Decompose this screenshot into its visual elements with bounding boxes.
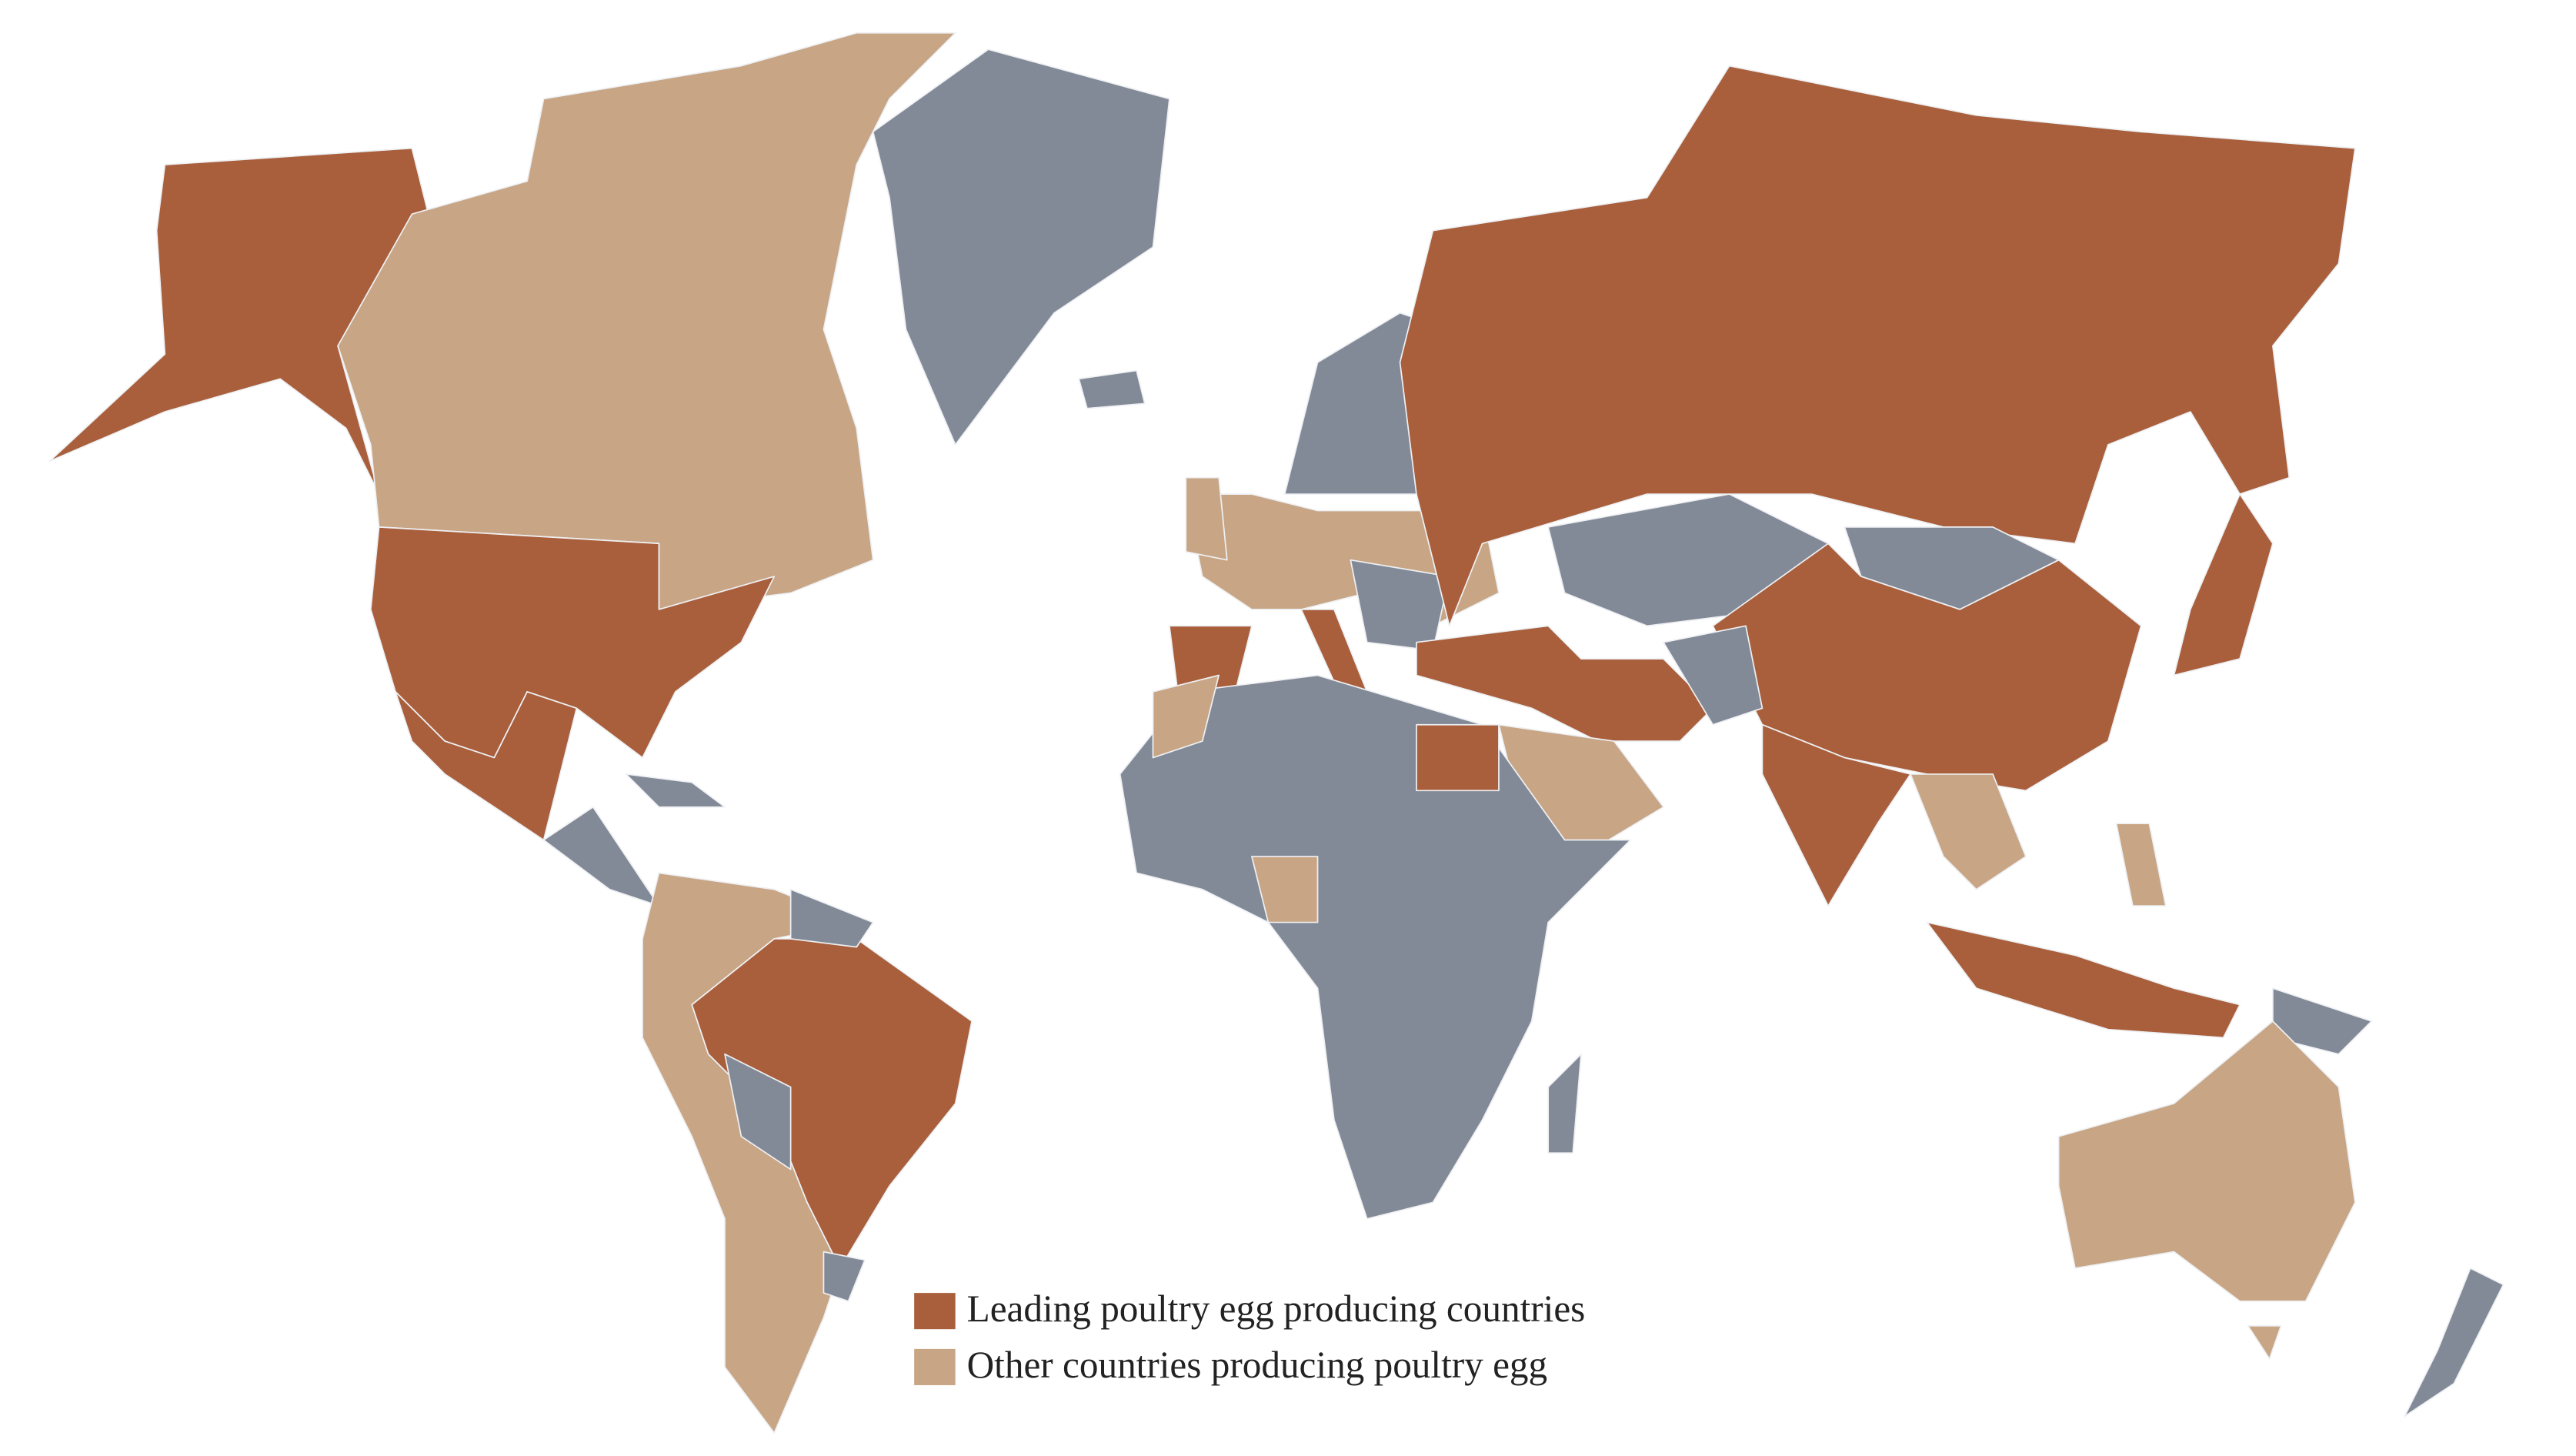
philippines (2115, 823, 2167, 907)
southeast-asia (1910, 773, 2027, 890)
greenland (872, 48, 1170, 446)
mexico (395, 691, 578, 841)
uruguay (823, 1251, 866, 1302)
madagascar (1547, 1053, 1582, 1154)
caribbean (625, 773, 726, 808)
balkans (1350, 559, 1450, 652)
iceland (1078, 369, 1146, 409)
bolivia (724, 1053, 792, 1170)
afghanistan (1663, 625, 1763, 726)
africa (1119, 674, 1632, 1220)
guianas (789, 888, 874, 948)
australia (2057, 1020, 2356, 1302)
central-america (542, 806, 660, 907)
alaska (48, 147, 429, 495)
legend: Leading poultry egg producing countries … (914, 1287, 1585, 1386)
india (1761, 723, 1911, 907)
indonesia (1926, 921, 2241, 1039)
legend-label: Other countries producing poultry egg (967, 1344, 1548, 1386)
turkey-iran (1416, 625, 1714, 742)
tasmania (2247, 1325, 2282, 1360)
new-zealand (2404, 1267, 2504, 1418)
uk (1185, 476, 1228, 561)
japan (2173, 493, 2274, 676)
egypt (1416, 723, 1500, 792)
legend-swatch (914, 1293, 956, 1330)
nigeria (1251, 856, 1319, 923)
regions (48, 32, 2504, 1434)
morocco (1152, 674, 1220, 759)
legend-swatch (914, 1348, 956, 1385)
legend-label: Leading poultry egg producing countries (967, 1287, 1586, 1330)
